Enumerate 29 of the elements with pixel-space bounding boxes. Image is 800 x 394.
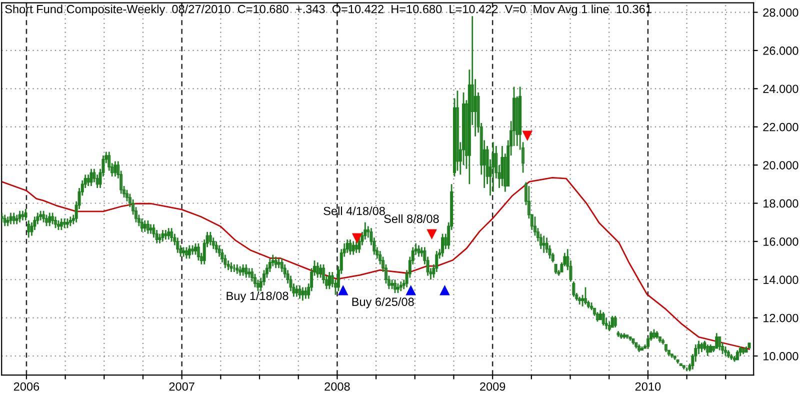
point bbox=[338, 284, 348, 296]
y-tick-label: 26.000 bbox=[763, 46, 798, 55]
y-tick-label: 22.000 bbox=[763, 122, 798, 132]
annotation: Sell 4/18/08 bbox=[324, 206, 385, 216]
y-tick-label: 10.000 bbox=[764, 352, 798, 360]
x-tick-label: 2010 bbox=[635, 382, 661, 391]
annotation: Buy 6/25/08 bbox=[352, 297, 414, 308]
y-tick-label: 14.000 bbox=[764, 276, 798, 284]
line-series bbox=[2, 176, 750, 350]
point bbox=[426, 229, 437, 240]
annotation: Buy 1/18/08 bbox=[226, 291, 288, 302]
y-tick-label: 18.000 bbox=[764, 199, 798, 208]
x-tick-label: 2009 bbox=[480, 382, 506, 391]
candlestick bbox=[679, 362, 682, 366]
x-tick-label: 2008 bbox=[324, 382, 350, 391]
y-tick-label: 12.000 bbox=[764, 314, 798, 322]
x-tick-label: 2007 bbox=[169, 382, 194, 391]
y-tick-label: 20.000 bbox=[763, 161, 798, 170]
chart-title: Short Fund Composite-Weekly 08/27/2010 C=10.680 +.343 O=10.422 H=10.680 L=10.422 V=0 Mov Avg 1 line 10.361 bbox=[5, 4, 652, 16]
y-tick-label: 28.000 bbox=[763, 8, 798, 17]
candlestick bbox=[748, 342, 751, 348]
point bbox=[522, 130, 533, 141]
y-tick-label: 16.000 bbox=[764, 237, 798, 246]
point bbox=[352, 233, 362, 244]
annotation: Sell 8/8/08 bbox=[384, 214, 439, 223]
point bbox=[440, 284, 450, 296]
point bbox=[406, 284, 416, 296]
x-tick-label: 2006 bbox=[14, 382, 40, 391]
y-tick-label: 24.000 bbox=[763, 84, 798, 94]
